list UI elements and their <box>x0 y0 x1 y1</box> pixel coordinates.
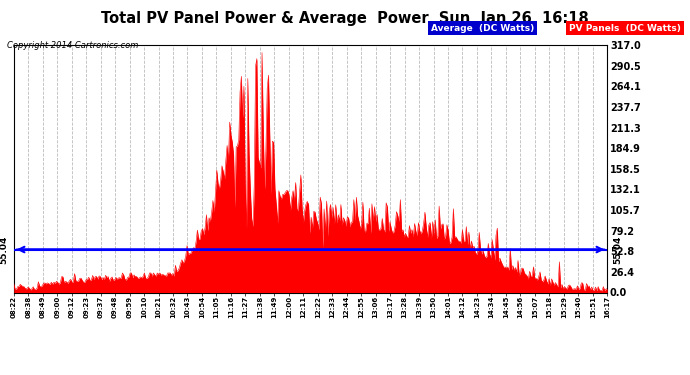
Text: Average  (DC Watts): Average (DC Watts) <box>431 24 535 33</box>
Text: PV Panels  (DC Watts): PV Panels (DC Watts) <box>569 24 681 33</box>
Text: Total PV Panel Power & Average  Power  Sun  Jan 26  16:18: Total PV Panel Power & Average Power Sun… <box>101 11 589 26</box>
Text: 55.04: 55.04 <box>613 236 622 264</box>
Text: Copyright 2014 Cartronics.com: Copyright 2014 Cartronics.com <box>7 41 138 50</box>
Text: 55.04: 55.04 <box>0 236 8 264</box>
